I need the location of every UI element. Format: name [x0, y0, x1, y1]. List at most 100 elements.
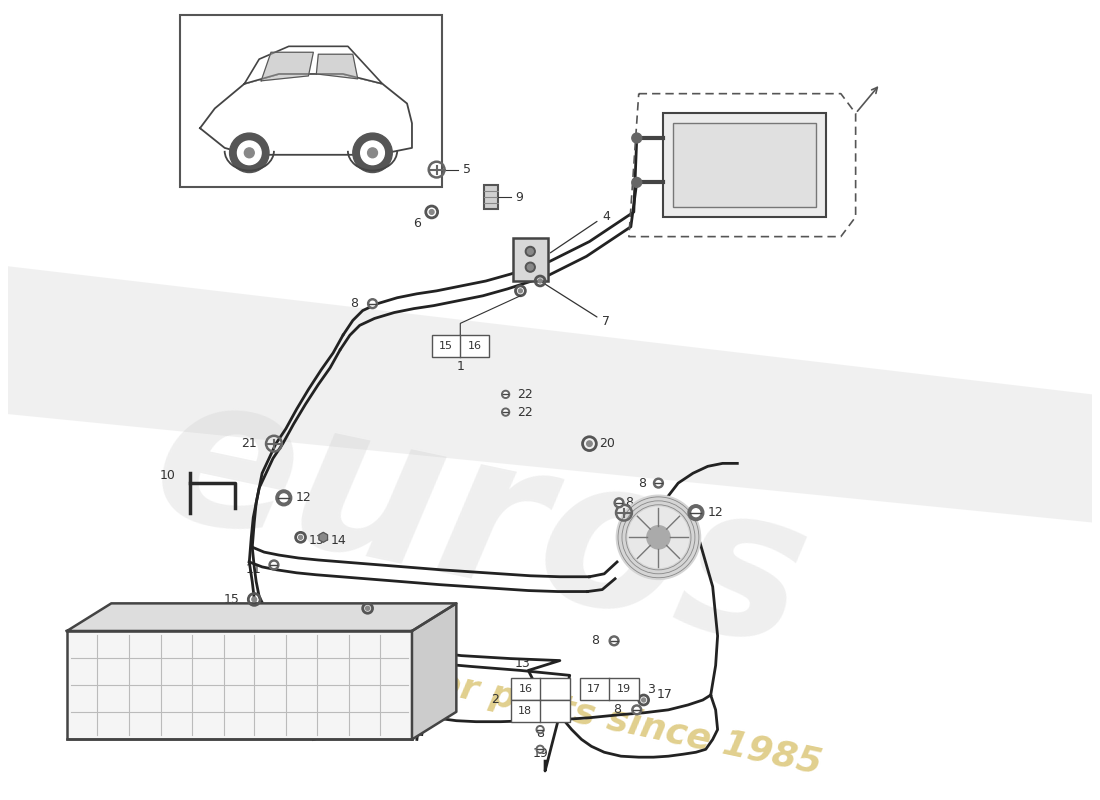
- Circle shape: [688, 505, 704, 521]
- Polygon shape: [261, 52, 314, 81]
- Circle shape: [538, 279, 542, 283]
- Circle shape: [538, 727, 542, 731]
- Circle shape: [298, 535, 302, 539]
- Bar: [673, 123, 816, 207]
- Text: 8: 8: [350, 297, 358, 310]
- Text: 21: 21: [241, 437, 257, 450]
- Circle shape: [252, 597, 256, 602]
- Bar: [510, 700, 570, 722]
- Text: 17: 17: [657, 687, 672, 701]
- Circle shape: [609, 636, 619, 646]
- Circle shape: [361, 141, 384, 165]
- Circle shape: [429, 210, 434, 214]
- Circle shape: [279, 494, 288, 502]
- Text: 2: 2: [491, 694, 498, 706]
- Text: 18: 18: [518, 706, 532, 716]
- Circle shape: [367, 148, 377, 158]
- Circle shape: [641, 698, 646, 702]
- Polygon shape: [67, 603, 456, 631]
- Text: 1: 1: [456, 360, 464, 374]
- Text: a passion for parts since 1985: a passion for parts since 1985: [216, 619, 825, 781]
- Circle shape: [502, 390, 509, 398]
- Text: 12: 12: [296, 491, 311, 504]
- Circle shape: [526, 262, 536, 272]
- Bar: [663, 114, 826, 217]
- Text: 8: 8: [536, 727, 544, 740]
- Circle shape: [536, 726, 544, 734]
- Text: 14: 14: [331, 534, 346, 546]
- Polygon shape: [244, 46, 383, 84]
- Polygon shape: [200, 74, 412, 154]
- Circle shape: [616, 500, 622, 506]
- Circle shape: [238, 141, 261, 165]
- Circle shape: [526, 246, 536, 256]
- Circle shape: [276, 490, 292, 506]
- Text: euros: euros: [138, 355, 825, 690]
- Circle shape: [230, 133, 270, 173]
- Circle shape: [502, 408, 509, 416]
- Text: 4: 4: [603, 210, 611, 223]
- Bar: [510, 678, 570, 700]
- Bar: [484, 186, 497, 209]
- Text: 16: 16: [377, 602, 393, 615]
- Text: 8: 8: [639, 477, 647, 490]
- Circle shape: [617, 496, 700, 578]
- Text: 18: 18: [636, 502, 651, 514]
- Circle shape: [370, 301, 375, 306]
- Text: 5: 5: [463, 163, 471, 176]
- Circle shape: [353, 133, 393, 173]
- Circle shape: [631, 133, 641, 143]
- Bar: [67, 631, 412, 739]
- Text: 16: 16: [518, 684, 532, 694]
- Circle shape: [504, 410, 507, 414]
- Text: 22: 22: [517, 388, 534, 401]
- Circle shape: [614, 498, 624, 508]
- Circle shape: [527, 264, 534, 270]
- Circle shape: [504, 392, 507, 396]
- Circle shape: [628, 507, 689, 567]
- Text: 17: 17: [587, 684, 602, 694]
- Circle shape: [536, 746, 544, 754]
- Text: 7: 7: [603, 315, 611, 328]
- Circle shape: [518, 289, 522, 293]
- Circle shape: [647, 526, 670, 549]
- Bar: [431, 335, 488, 357]
- Polygon shape: [319, 532, 328, 542]
- Text: 19: 19: [617, 684, 631, 694]
- Circle shape: [270, 560, 279, 570]
- Circle shape: [612, 638, 616, 643]
- Text: 8: 8: [613, 703, 621, 716]
- Bar: [513, 238, 548, 281]
- Circle shape: [586, 441, 592, 446]
- Circle shape: [631, 705, 641, 714]
- Text: 20: 20: [600, 437, 615, 450]
- Bar: [180, 14, 441, 187]
- Text: 15: 15: [223, 593, 240, 606]
- Bar: [580, 678, 639, 700]
- Circle shape: [538, 747, 542, 751]
- Text: 13: 13: [308, 534, 324, 546]
- Text: 22: 22: [517, 406, 534, 418]
- Text: 8: 8: [592, 634, 600, 647]
- Circle shape: [631, 178, 641, 187]
- Text: 19: 19: [532, 746, 548, 760]
- Polygon shape: [412, 603, 456, 739]
- Polygon shape: [317, 54, 358, 79]
- Text: 8: 8: [625, 496, 632, 510]
- Circle shape: [653, 478, 663, 488]
- Text: 11: 11: [245, 563, 261, 576]
- Circle shape: [692, 509, 700, 517]
- Text: 10: 10: [160, 469, 175, 482]
- Circle shape: [656, 481, 661, 486]
- Circle shape: [365, 606, 370, 610]
- Circle shape: [527, 249, 534, 254]
- Text: 3: 3: [647, 682, 654, 696]
- Text: 12: 12: [707, 506, 724, 519]
- Circle shape: [367, 298, 377, 309]
- Text: 6: 6: [412, 218, 421, 230]
- Circle shape: [635, 707, 639, 712]
- Text: 15: 15: [439, 341, 453, 351]
- Circle shape: [272, 562, 276, 567]
- Text: 16: 16: [468, 341, 482, 351]
- Text: 13: 13: [515, 657, 530, 670]
